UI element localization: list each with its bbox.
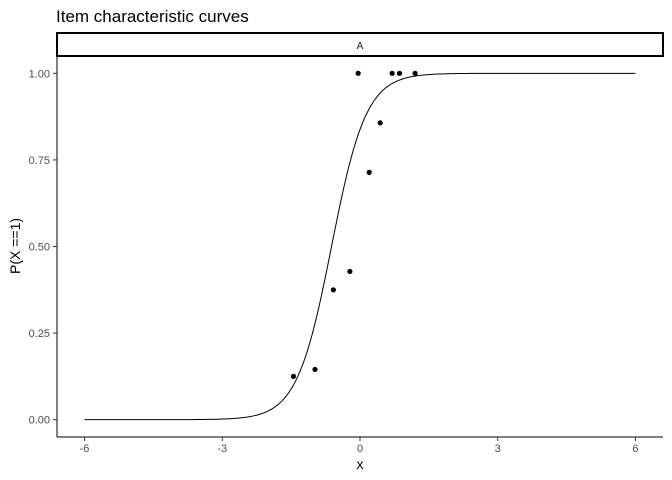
- x-axis-ticks: -6 -3 0 3 6: [80, 437, 639, 455]
- plot-panel: -6 -3 0 3 6 0.00 0.25 0.50 0.75 1.00: [29, 56, 663, 455]
- data-point: [330, 287, 336, 293]
- x-tick-label: -6: [80, 443, 90, 455]
- y-tick-label: 1.00: [29, 68, 50, 80]
- data-point: [355, 70, 361, 76]
- y-tick-label: 0.25: [29, 328, 50, 340]
- chart-title: Item characteristic curves: [56, 7, 249, 26]
- data-point: [312, 366, 318, 373]
- y-tick-label: 0.75: [29, 155, 50, 167]
- data-points: [290, 70, 418, 379]
- data-point: [396, 70, 403, 76]
- facet-label: A: [357, 41, 364, 52]
- x-tick-label: 3: [495, 443, 501, 455]
- data-point: [347, 268, 353, 275]
- data-point: [377, 120, 383, 126]
- y-axis-title: P(X ==1): [7, 218, 23, 274]
- y-tick-label: 0.00: [29, 415, 50, 427]
- y-axis-ticks: 0.00 0.25 0.50 0.75 1.00: [29, 68, 57, 427]
- data-point: [412, 70, 418, 76]
- x-tick-label: 6: [632, 443, 638, 455]
- data-point: [389, 70, 395, 76]
- data-point: [366, 169, 372, 175]
- x-tick-label: 0: [357, 443, 363, 455]
- x-axis-title: x: [357, 456, 364, 472]
- y-tick-label: 0.50: [29, 242, 50, 254]
- icc-curve-line: [84, 72, 636, 421]
- facet-strip: [56, 32, 664, 57]
- data-point: [290, 373, 297, 379]
- x-tick-label: -3: [217, 443, 227, 455]
